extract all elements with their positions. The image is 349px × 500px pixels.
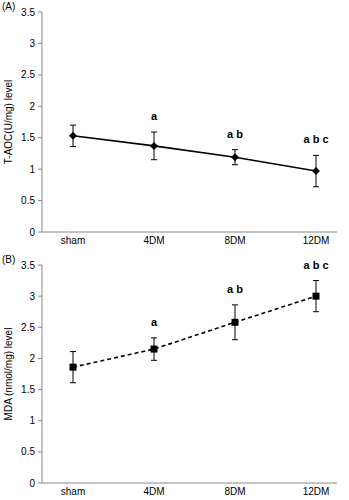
tick: [38, 137, 42, 138]
tick-label: 1.5: [21, 384, 35, 395]
error-bar: [70, 352, 76, 383]
tick: [38, 232, 42, 233]
error-bar: [70, 125, 76, 146]
tick: [38, 483, 42, 484]
x-axis: [42, 483, 337, 484]
tick-label: 2.5: [21, 69, 35, 80]
category-label: 8DM: [224, 235, 245, 246]
line: [73, 136, 316, 171]
marker: [232, 319, 239, 326]
marker: [312, 167, 320, 175]
category-label: 12DM: [303, 486, 330, 497]
tick-label: 2: [29, 101, 35, 112]
error-bar: [232, 305, 238, 340]
error-bar: [151, 338, 157, 360]
marker: [313, 293, 320, 300]
category-label: 12DM: [303, 235, 330, 246]
marker: [151, 346, 158, 353]
annotation: a: [151, 110, 158, 122]
marker: [150, 142, 158, 150]
panel-label: (B): [2, 254, 15, 265]
panel: (B) MDA (nmol/mg) level 0 0.5 1 1.5 2 2.5 3 3.5 sh…: [2, 254, 337, 497]
y-axis: [42, 12, 43, 232]
tick-label: 2.5: [21, 322, 35, 333]
tick-label: 1.5: [21, 132, 35, 143]
tick-label: 0.5: [21, 446, 35, 457]
tick-label: 1: [29, 164, 35, 175]
tick: [38, 169, 42, 170]
axis-title: MDA (nmol/mg) level: [3, 328, 14, 421]
error-bar: [232, 150, 238, 165]
x-axis: [42, 232, 337, 233]
error-bar: [151, 132, 157, 160]
category-label: sham: [61, 486, 85, 497]
annotation: a b: [227, 283, 243, 295]
tick: [38, 420, 42, 421]
category-label: 4DM: [143, 486, 164, 497]
tick-label: 3.5: [21, 260, 35, 271]
annotation: a b: [227, 128, 243, 140]
panel: (A) T-AOC(U/mg) level 0 0.5 1 1.5 2 2.5 3 3.5 sham…: [2, 1, 337, 246]
annotation: a b c: [303, 259, 328, 271]
tick: [38, 74, 42, 75]
tick: [38, 43, 42, 44]
tick: [38, 12, 42, 13]
category-label: sham: [61, 235, 85, 246]
tick: [38, 265, 42, 266]
marker: [69, 132, 77, 140]
tick-label: 0.5: [21, 195, 35, 206]
panel-label: (A): [2, 1, 15, 12]
tick-label: 1: [29, 415, 35, 426]
tick-label: 3.5: [21, 7, 35, 18]
error-bar: [313, 281, 319, 312]
tick: [38, 389, 42, 390]
tick: [38, 451, 42, 452]
category-label: 4DM: [143, 235, 164, 246]
annotation: a b c: [303, 133, 328, 145]
marker: [70, 364, 77, 371]
category-label: 8DM: [224, 486, 245, 497]
tick: [38, 327, 42, 328]
line: [73, 296, 316, 367]
plot-area: [69, 125, 320, 187]
y-axis: [42, 265, 43, 483]
error-bar: [313, 155, 319, 186]
plot-area: [70, 281, 320, 383]
tick: [38, 200, 42, 201]
tick: [38, 296, 42, 297]
figure: (A) T-AOC(U/mg) level 0 0.5 1 1.5 2 2.5 3 3.5 sham…: [0, 0, 349, 500]
tick: [38, 358, 42, 359]
tick-label: 3: [29, 291, 35, 302]
tick-label: 3: [29, 38, 35, 49]
tick-label: 0: [29, 478, 35, 489]
tick: [38, 106, 42, 107]
tick-label: 2: [29, 353, 35, 364]
tick-label: 0: [29, 227, 35, 238]
marker: [231, 153, 239, 161]
annotation: a: [151, 316, 158, 328]
axis-title: T-AOC(U/mg) level: [3, 80, 14, 164]
